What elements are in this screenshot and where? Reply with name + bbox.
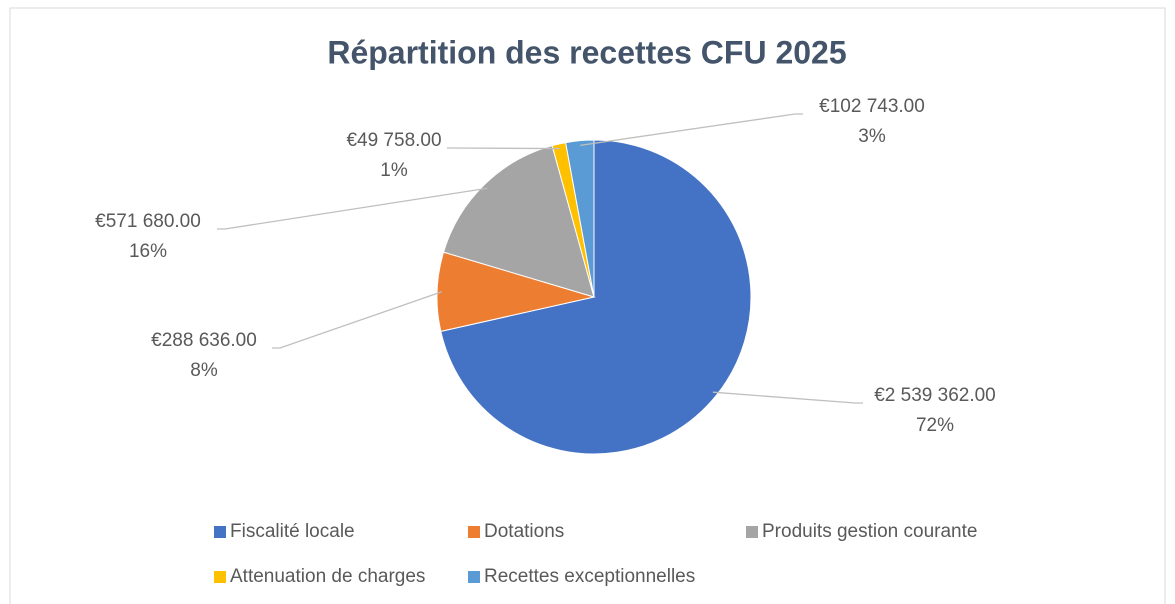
legend-label: Fiscalité locale (230, 521, 355, 542)
legend-swatch (746, 526, 758, 538)
leader-line (217, 187, 488, 230)
legend-label: Produits gestion courante (762, 521, 977, 542)
pie-slice (565, 139, 595, 298)
percent-label: 72% (916, 415, 954, 436)
pie-slice (440, 139, 752, 455)
legend-swatch (214, 526, 226, 538)
data-label: €571 680.00 (95, 211, 201, 232)
legend-label: Recettes exceptionnelles (484, 566, 695, 587)
legend-swatch (468, 571, 480, 583)
chart-title: Répartition des recettes CFU 2025 (327, 34, 846, 70)
percent-label: 1% (380, 160, 408, 181)
pie-slice (442, 145, 595, 298)
percent-label: 16% (129, 241, 167, 262)
leader-line (447, 147, 560, 150)
data-label: €288 636.00 (151, 330, 257, 351)
legend-swatch (468, 526, 480, 538)
percent-label: 3% (858, 126, 886, 147)
legend-label: Dotations (484, 521, 564, 542)
leader-line (272, 291, 443, 349)
legend-swatch (214, 571, 226, 583)
data-label: €2 539 362.00 (874, 385, 996, 406)
data-label: €49 758.00 (346, 130, 441, 151)
data-label: €102 743.00 (819, 96, 925, 117)
leader-line (712, 391, 863, 404)
percent-label: 8% (190, 360, 218, 381)
legend-label: Attenuation de charges (230, 566, 425, 587)
leader-line (580, 113, 803, 146)
